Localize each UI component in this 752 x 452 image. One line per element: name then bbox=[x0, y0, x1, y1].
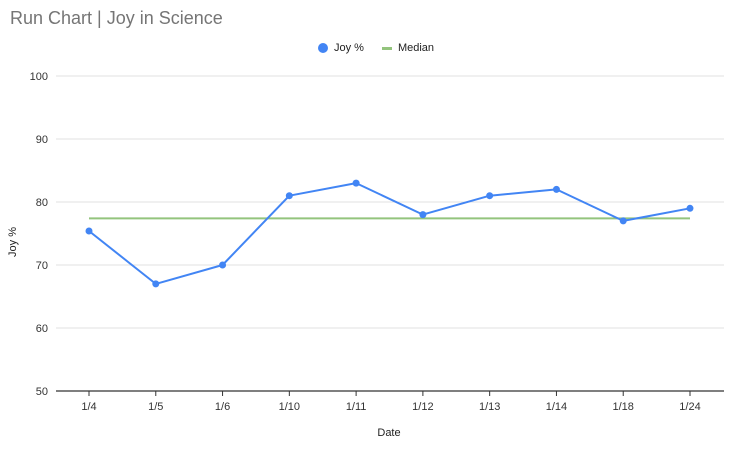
x-tick-label-1/4: 1/4 bbox=[81, 401, 96, 413]
joy-series bbox=[85, 179, 694, 288]
joy-point-1/11 bbox=[352, 179, 360, 187]
x-tick-label-1/10: 1/10 bbox=[279, 401, 300, 413]
x-tick-label-1/14: 1/14 bbox=[546, 401, 567, 413]
x-tick-label-1/12: 1/12 bbox=[412, 401, 433, 413]
y-tick-label-90: 90 bbox=[36, 134, 48, 146]
x-tick-label-1/6: 1/6 bbox=[215, 401, 230, 413]
y-tick-label-100: 100 bbox=[30, 71, 48, 83]
joy-point-1/14 bbox=[552, 185, 560, 193]
legend-marker-median bbox=[381, 46, 392, 50]
joy-point-1/12 bbox=[419, 211, 427, 219]
y-tick-label-50: 50 bbox=[36, 386, 48, 398]
joy-point-1/24 bbox=[686, 204, 694, 212]
legend-item-joy[interactable]: Joy % bbox=[317, 42, 364, 54]
legend-label-joy: Joy % bbox=[333, 42, 364, 54]
joy-point-1/6 bbox=[219, 261, 227, 269]
x-tick-label-1/13: 1/13 bbox=[479, 401, 500, 413]
joy-point-1/5 bbox=[152, 280, 160, 288]
joy-line bbox=[88, 182, 691, 285]
legend-label-median: Median bbox=[397, 42, 435, 54]
x-tick-label-1/24: 1/24 bbox=[679, 401, 700, 413]
y-tick-label-80: 80 bbox=[36, 197, 48, 209]
legend-item-median[interactable]: Median bbox=[381, 42, 435, 54]
y-tick-label-70: 70 bbox=[36, 260, 48, 272]
x-tick-label-1/11: 1/11 bbox=[346, 401, 367, 413]
legend-marker-joy bbox=[317, 43, 328, 53]
y-tick-label-60: 60 bbox=[36, 323, 48, 335]
joy-point-1/18 bbox=[619, 217, 627, 225]
y-axis-title: Joy % bbox=[7, 227, 19, 257]
joy-point-1/4 bbox=[85, 227, 93, 235]
joy-point-1/10 bbox=[285, 192, 293, 200]
joy-point-1/13 bbox=[486, 192, 494, 200]
chart-legend: Joy % Median bbox=[0, 42, 752, 54]
gridlines bbox=[56, 75, 724, 329]
x-tick-label-1/18: 1/18 bbox=[613, 401, 634, 413]
x-axis: 1/4 1/5 1/6 1/10 1/11 1/12 1/13 1/14 1/18 1/24 bbox=[56, 390, 724, 413]
chart-title: Run Chart | Joy in Science bbox=[10, 8, 223, 28]
x-tick-label-1/5: 1/5 bbox=[148, 401, 163, 413]
x-axis-title: Date bbox=[377, 427, 400, 439]
y-tick-labels: 50 60 70 80 90 100 bbox=[30, 71, 48, 398]
